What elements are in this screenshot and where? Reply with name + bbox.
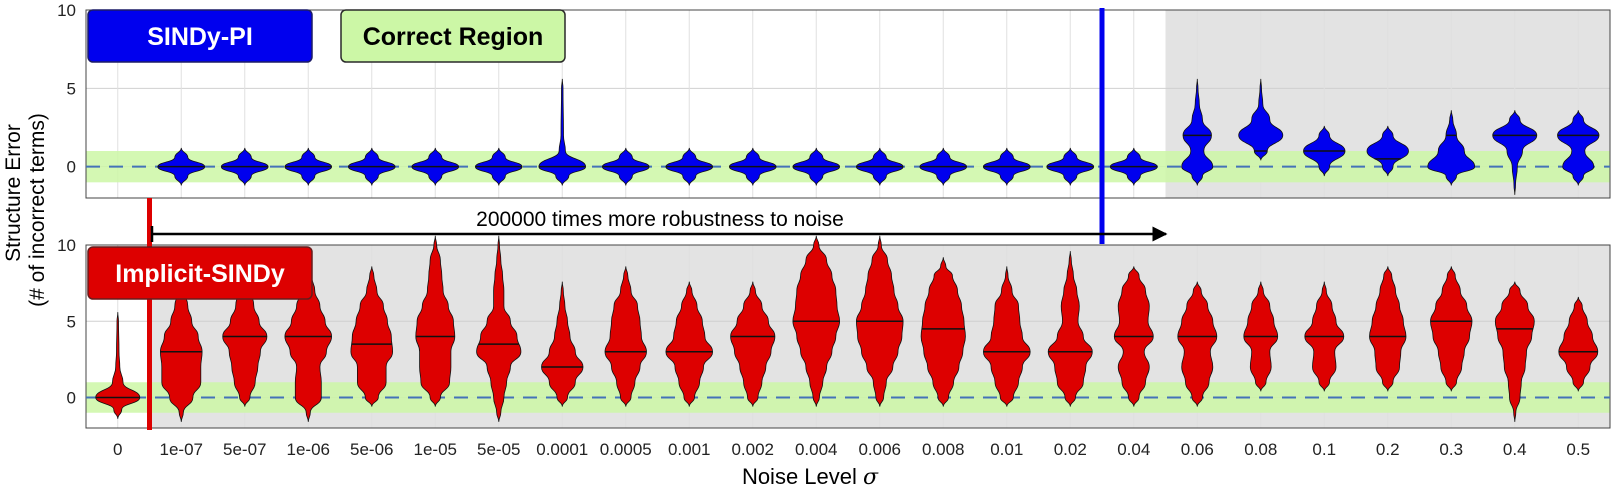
x-tick-label: 0.001	[668, 440, 711, 459]
implicit-sindy-badge: Implicit-SINDy	[87, 246, 313, 300]
x-axis-label: Noise Level σ	[742, 464, 879, 490]
x-tick-label: 0.02	[1054, 440, 1087, 459]
x-tick-label: 0.01	[990, 440, 1023, 459]
x-tick-label: 0.008	[922, 440, 965, 459]
implicit-sindy-violin-0-4	[1494, 281, 1535, 422]
implicit-sindy-violin-0-001	[665, 281, 714, 407]
sindy-pi-violin-0-5	[1557, 109, 1600, 186]
x-tick-label: 5e-06	[350, 440, 393, 459]
sindy-pi-panel-frame	[85, 9, 1611, 199]
x-tick-label: 0.004	[795, 440, 838, 459]
correct-region-badge: Correct Region	[340, 9, 566, 63]
sindy-pi-badge-label: SINDy-PI	[147, 23, 253, 51]
sindy-pi-y-tick-label: 10	[57, 1, 76, 20]
x-tick-label: 0.08	[1244, 440, 1277, 459]
x-tick-label: 0.5	[1566, 440, 1590, 459]
robustness-annotation: 200000 times more robustness to noise	[476, 208, 844, 231]
implicit-sindy-violin-0-3	[1430, 266, 1473, 392]
x-tick-label: 0.2	[1376, 440, 1400, 459]
x-tick-label: 1e-05	[414, 440, 457, 459]
implicit-sindy-y-tick-label: 5	[67, 312, 76, 331]
implicit-sindy-violin-0-02	[1047, 250, 1093, 407]
implicit-sindy-panel-frame	[85, 244, 1611, 429]
implicit-sindy-y-tick-label: 10	[57, 236, 76, 255]
x-tick-label: 5e-07	[223, 440, 266, 459]
sindy-pi-y-tick-label: 5	[67, 79, 76, 98]
implicit-sindy-violin-5e-05	[476, 235, 522, 422]
x-tick-label: 0.4	[1503, 440, 1527, 459]
implicit-sindy-violin-0-01	[982, 266, 1031, 407]
correct-region-badge-label: Correct Region	[363, 23, 544, 51]
x-tick-label: 1e-07	[160, 440, 203, 459]
y-axis-label-line2: (# of incorrect terms)	[26, 113, 49, 307]
x-tick-label: 0.1	[1312, 440, 1336, 459]
implicit-sindy-violin-0-008	[920, 256, 966, 407]
implicit-sindy-violin-5e-06	[350, 266, 394, 407]
implicit-sindy-violin-0	[95, 311, 141, 419]
x-tick-label: 5e-05	[477, 440, 520, 459]
implicit-sindy-violin-0-5	[1558, 296, 1599, 392]
sindy-pi-y-tick-label: 0	[67, 158, 76, 177]
implicit-sindy-y-tick-label: 0	[67, 389, 76, 408]
implicit-sindy-violin-1e-05	[415, 235, 456, 407]
y-axis-label-line1: Structure Error	[2, 124, 25, 262]
sindy-pi-violin-0-4	[1492, 109, 1538, 195]
sindy-pi-violin-0-06	[1181, 78, 1214, 186]
x-tick-label: 0	[113, 440, 122, 459]
implicit-sindy-violin-0-06	[1177, 281, 1218, 407]
x-tick-label: 1e-06	[287, 440, 330, 459]
x-tick-label: 0.002	[731, 440, 774, 459]
implicit-sindy-badge-label: Implicit-SINDy	[115, 260, 285, 288]
implicit-sindy-violin-0-2	[1369, 266, 1407, 392]
sindy-pi-violin-0-08	[1238, 78, 1284, 161]
x-tick-label: 0.04	[1117, 440, 1150, 459]
sindy-pi-badge: SINDy-PI	[87, 9, 313, 63]
x-tick-label: 0.0005	[600, 440, 652, 459]
x-tick-label: 0.0001	[536, 440, 588, 459]
sindy-pi-violin-0-2	[1366, 125, 1409, 177]
implicit-sindy-violin-0-0005	[604, 266, 647, 407]
x-tick-label: 0.06	[1181, 440, 1214, 459]
x-tick-label: 0.3	[1439, 440, 1463, 459]
sindy-pi-violin-0-3	[1427, 109, 1476, 186]
implicit-sindy-violin-0-002	[730, 281, 776, 407]
x-tick-label: 0.006	[858, 440, 901, 459]
